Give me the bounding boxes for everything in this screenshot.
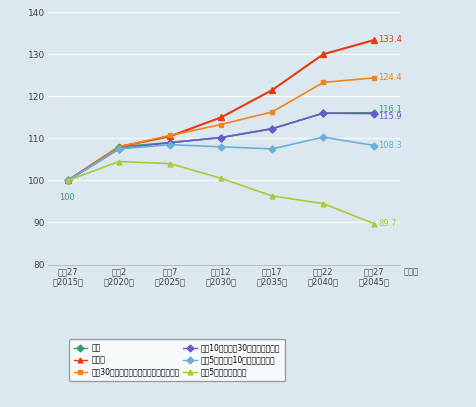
Text: 124.4: 124.4	[378, 73, 402, 82]
Legend: 全国, 大都市, 人口30万人以上の都市（大都市を除く）, 人匃10万人以上30万人未満の都市, 人口5万人以上10万人未満の都市, 人口5万人未満の都市: 全国, 大都市, 人口30万人以上の都市（大都市を除く）, 人匃10万人以上30…	[69, 339, 285, 381]
Text: 100: 100	[59, 193, 75, 202]
Text: 115.9: 115.9	[378, 112, 402, 121]
Text: 133.4: 133.4	[378, 35, 402, 44]
Text: 89.7: 89.7	[378, 219, 397, 228]
Text: （年）: （年）	[403, 267, 418, 276]
Text: 116.1: 116.1	[378, 105, 402, 114]
Text: 108.3: 108.3	[378, 141, 402, 150]
